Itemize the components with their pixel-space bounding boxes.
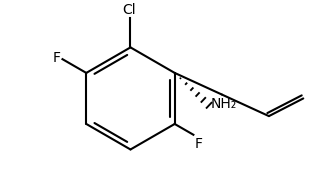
Text: F: F [194,137,203,151]
Text: Cl: Cl [123,3,136,17]
Text: NH₂: NH₂ [211,97,237,111]
Text: F: F [53,51,60,65]
